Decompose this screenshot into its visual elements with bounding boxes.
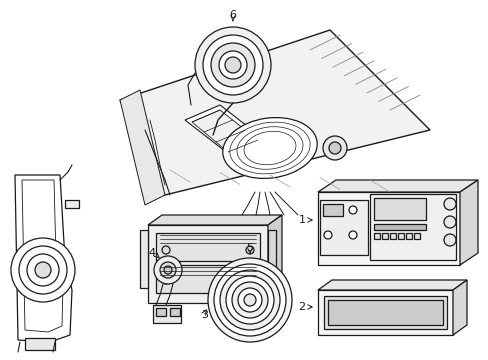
Circle shape	[244, 294, 256, 306]
Circle shape	[160, 262, 176, 278]
Circle shape	[245, 276, 253, 284]
Circle shape	[224, 57, 241, 73]
Circle shape	[348, 206, 356, 214]
Polygon shape	[148, 225, 267, 303]
Bar	[373, 233, 379, 239]
Polygon shape	[15, 175, 72, 342]
Circle shape	[220, 270, 280, 330]
Circle shape	[207, 258, 291, 342]
Circle shape	[443, 198, 455, 210]
Bar	[327, 300, 442, 325]
Ellipse shape	[223, 118, 317, 179]
Bar	[323, 204, 342, 216]
Circle shape	[225, 276, 273, 324]
Circle shape	[11, 238, 75, 302]
Text: 2: 2	[298, 302, 305, 312]
Bar	[156, 233, 260, 261]
Polygon shape	[192, 110, 258, 152]
Bar	[381, 233, 387, 239]
Bar	[170, 308, 180, 316]
Polygon shape	[267, 230, 275, 288]
Circle shape	[219, 51, 246, 79]
Polygon shape	[317, 180, 477, 192]
Polygon shape	[452, 280, 466, 335]
Bar	[373, 224, 425, 230]
Bar	[156, 308, 165, 316]
Bar	[156, 265, 260, 293]
Text: 6: 6	[229, 10, 236, 20]
Circle shape	[231, 282, 267, 318]
Bar	[324, 296, 446, 329]
Text: 4: 4	[148, 248, 155, 258]
Polygon shape	[184, 105, 264, 155]
Bar	[373, 198, 425, 220]
Bar	[153, 305, 181, 323]
Circle shape	[323, 136, 346, 160]
Circle shape	[328, 142, 340, 154]
Polygon shape	[120, 90, 164, 205]
Circle shape	[35, 262, 51, 278]
Bar	[397, 233, 403, 239]
Bar	[25, 338, 55, 350]
Bar	[65, 200, 79, 208]
Bar	[405, 233, 411, 239]
Polygon shape	[267, 215, 282, 303]
Text: 5: 5	[246, 243, 253, 253]
Circle shape	[238, 288, 262, 312]
Polygon shape	[459, 180, 477, 265]
Circle shape	[195, 27, 270, 103]
Polygon shape	[317, 280, 466, 290]
Text: 3: 3	[201, 310, 208, 320]
Circle shape	[348, 231, 356, 239]
Text: 1: 1	[298, 215, 305, 225]
Circle shape	[245, 246, 253, 254]
Bar	[389, 233, 395, 239]
Circle shape	[324, 231, 331, 239]
Circle shape	[443, 234, 455, 246]
Polygon shape	[317, 192, 459, 265]
Bar	[413, 233, 419, 239]
Circle shape	[203, 35, 263, 95]
Circle shape	[214, 264, 285, 336]
Polygon shape	[120, 30, 429, 195]
Circle shape	[162, 276, 170, 284]
Circle shape	[163, 266, 172, 274]
Circle shape	[443, 216, 455, 228]
Polygon shape	[317, 290, 452, 335]
Bar	[369, 194, 455, 260]
Circle shape	[210, 43, 254, 87]
Polygon shape	[148, 215, 282, 225]
Polygon shape	[140, 230, 148, 288]
Bar	[319, 200, 367, 255]
Circle shape	[162, 246, 170, 254]
Circle shape	[154, 256, 182, 284]
